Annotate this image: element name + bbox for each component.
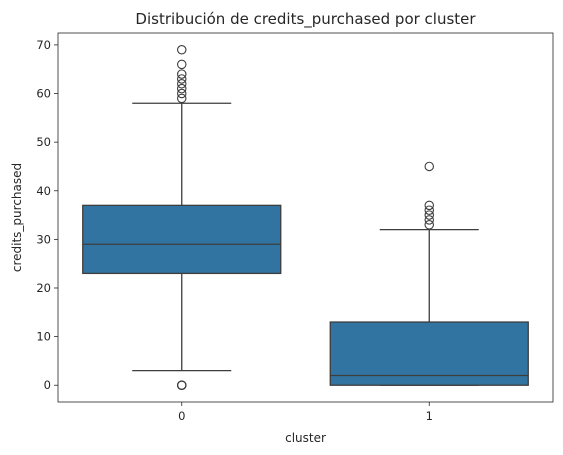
outlier-point — [177, 88, 187, 99]
outlier-point — [424, 200, 434, 211]
outlier-point — [177, 83, 187, 94]
y-tick-label: 0 — [44, 378, 51, 392]
outlier-point — [424, 220, 434, 230]
y-tick-label: 70 — [36, 38, 51, 52]
outlier-point — [424, 161, 434, 172]
x-axis-label: cluster — [285, 431, 326, 445]
y-tick-label: 60 — [36, 87, 51, 101]
outlier-point — [177, 59, 187, 70]
outlier-point — [177, 79, 187, 89]
outlier-point — [424, 210, 434, 220]
chart-title: Distribución de credits_purchased por cl… — [135, 10, 476, 29]
y-tick-label: 50 — [36, 135, 51, 149]
plot-frame — [57, 32, 554, 403]
outlier-point — [177, 93, 187, 104]
box-group-cluster-0 — [82, 45, 282, 390]
outlier-point — [177, 74, 187, 84]
outlier-point — [177, 45, 187, 55]
iqr-box — [329, 321, 529, 386]
iqr-box — [82, 204, 282, 275]
outlier-point — [177, 69, 187, 79]
outlier-point — [177, 380, 187, 390]
y-tick-label: 40 — [36, 184, 51, 198]
outlier-point — [424, 215, 434, 225]
y-axis-label: credits_purchased — [10, 163, 24, 272]
y-tick-label: 30 — [36, 232, 51, 246]
x-tick-label: 1 — [426, 409, 433, 423]
outlier-point — [424, 205, 434, 215]
y-tick-label: 10 — [36, 330, 51, 344]
y-axis: 0 10 20 30 40 50 60 70 — [36, 38, 58, 392]
y-tick-label: 20 — [36, 281, 51, 295]
x-tick-label: 0 — [178, 409, 185, 423]
box-group-cluster-1 — [329, 161, 529, 386]
plot-area — [82, 45, 529, 390]
